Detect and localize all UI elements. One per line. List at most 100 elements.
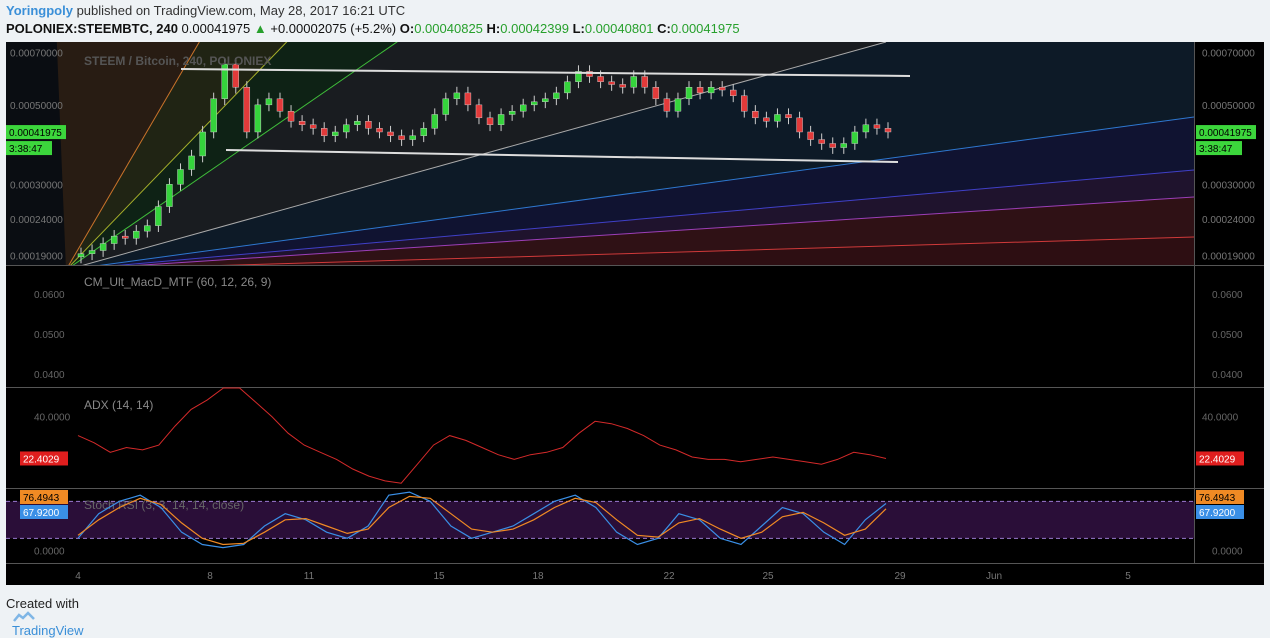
publisher-name[interactable]: Yoringpoly: [6, 3, 73, 18]
candle-body: [287, 111, 295, 122]
published-text: published on TradingView.com, May 28, 20…: [76, 3, 406, 18]
stoch-d-box-left: [20, 505, 68, 519]
candle-body: [398, 135, 405, 140]
candle-body: [431, 114, 438, 129]
footer: Created with TradingView: [6, 596, 84, 638]
candle-body: [442, 98, 450, 115]
candle-body: [133, 230, 140, 239]
candle-body: [807, 131, 814, 140]
fan-zone: [73, 42, 886, 265]
chart-area[interactable]: 0.00070000 0.00070000 0.00050000 0.00050000…: [6, 42, 1264, 585]
adx-line: [77, 387, 887, 484]
candle-body: [475, 104, 483, 119]
last-price-box-left: [6, 125, 66, 140]
candle-body: [188, 155, 195, 170]
candle-body: [851, 131, 859, 144]
candle-body: [232, 63, 239, 88]
candle-body: [785, 114, 792, 119]
open-label: O:: [399, 21, 415, 36]
macd-y-tick-right: 0.0500: [1212, 330, 1243, 341]
candle-body: [741, 95, 748, 112]
candle-body: [519, 104, 527, 112]
candle-body: [309, 124, 317, 129]
adx-last-box-right: [1196, 451, 1244, 466]
candle-body: [542, 98, 549, 102]
candle-body: [99, 243, 107, 251]
x-tick: 15: [433, 571, 445, 582]
fan-line: [116, 169, 1194, 265]
fan-line: [135, 196, 1194, 265]
trendline-upper: [180, 68, 911, 77]
stoch-y-tick-right: 0.0000: [1212, 547, 1243, 558]
candle-body: [298, 121, 306, 125]
candle-body: [630, 76, 637, 88]
candle-body: [144, 225, 151, 232]
close-label: C:: [657, 21, 671, 36]
stoch-line-d: [77, 495, 887, 546]
adx-last-label-right: 22.4029: [1199, 454, 1236, 465]
last-price-label-left: 0.00041975: [9, 128, 62, 139]
candle-body: [453, 92, 461, 99]
x-tick: 5: [1125, 571, 1131, 582]
candle-body: [862, 124, 870, 133]
y-tick-right: 0.00050000: [1202, 101, 1255, 112]
candle-body: [531, 101, 538, 106]
candle-body: [343, 124, 350, 133]
tradingview-logo-icon: [13, 611, 35, 622]
main-chart-title: STEEM / Bitcoin, 240, POLONIEX: [84, 54, 271, 68]
x-tick: 4: [75, 571, 81, 582]
candle-body: [365, 121, 372, 129]
y-tick-right: 0.00024000: [1202, 215, 1255, 226]
close-value: 0.00041975: [670, 21, 740, 36]
candle-body: [840, 143, 847, 148]
macd-y-tick-left: 0.0600: [34, 290, 65, 301]
fan-line: [72, 42, 398, 265]
fan-line: [82, 42, 887, 265]
candle-body: [265, 98, 273, 106]
candle-body: [718, 87, 726, 91]
adx-title: ADX (14, 14): [84, 398, 153, 412]
candle-body: [774, 114, 781, 122]
high-value: 0.00042399: [500, 21, 569, 36]
last-price-box-right: [1196, 125, 1256, 140]
chart-svg[interactable]: 0.00070000 0.00070000 0.00050000 0.00050000…: [6, 42, 1264, 585]
candle-body: [354, 121, 361, 125]
candle-body: [409, 135, 416, 140]
open-value: 0.00040825: [414, 21, 483, 36]
fan-line: [68, 42, 200, 265]
x-tick: 25: [762, 571, 774, 582]
candle-body: [763, 117, 770, 122]
stoch-d-box-right: [1196, 505, 1244, 519]
macd-y-tick-left: 0.0500: [34, 330, 65, 341]
adx-last-label-left: 22.4029: [23, 454, 60, 465]
fan-line: [99, 116, 1194, 265]
stoch-k-label-left: 76.4943: [23, 493, 60, 504]
trendline-lower: [225, 149, 899, 163]
x-tick: Jun: [986, 571, 1002, 582]
tradingview-link[interactable]: TradingView: [12, 623, 84, 638]
countdown-label-right: 3:38:47: [1199, 144, 1233, 155]
x-tick: 29: [894, 571, 906, 582]
candle-body: [166, 184, 173, 207]
candle-body: [575, 71, 582, 82]
candle-body: [177, 169, 184, 185]
candle-body: [210, 98, 217, 133]
stoch-y-tick-left: 0.0000: [34, 547, 65, 558]
macd-title: CM_Ult_MacD_MTF (60, 12, 26, 9): [84, 275, 271, 289]
macd-y-tick-left: 0.0400: [34, 370, 65, 381]
y-tick-right: 0.00070000: [1202, 49, 1255, 60]
y-tick-right: 0.00019000: [1202, 251, 1255, 262]
candle-body: [553, 92, 560, 99]
candle-body: [276, 98, 284, 112]
candle-body: [155, 206, 162, 226]
stoch-d-label-right: 67.9200: [1199, 508, 1236, 519]
last-price-label-right: 0.00041975: [1199, 128, 1252, 139]
y-tick-left: 0.00019000: [10, 251, 63, 262]
y-tick-left: 0.00050000: [10, 101, 63, 112]
macd-y-tick-right: 0.0600: [1212, 290, 1243, 301]
candle-body: [685, 87, 693, 99]
fan-line: [219, 236, 1194, 265]
candle-body: [420, 128, 427, 136]
candle-body: [641, 76, 648, 88]
candle-body: [77, 253, 85, 258]
